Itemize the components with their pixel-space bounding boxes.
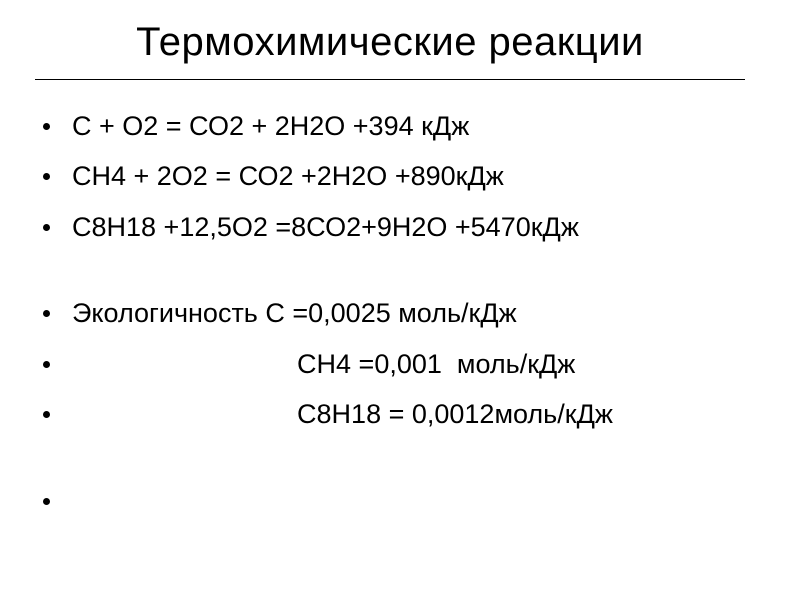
ecology-line: СН4 =0,001 моль/кДж (35, 346, 745, 382)
ecology-line: Экологичность С =0,0025 моль/кДж (35, 295, 745, 331)
slide-title: Термохимические реакции (35, 20, 745, 80)
equation-line: СН4 + 2О2 = СО2 +2Н2О +890кДж (35, 158, 745, 194)
equation-text: СН4 + 2О2 = СО2 +2Н2О +890кДж (72, 158, 745, 194)
bullet-icon (43, 361, 50, 368)
bullet-icon (43, 123, 50, 130)
ecology-line: С8Н18 = 0,0012моль/кДж (35, 396, 745, 432)
empty-line (35, 259, 745, 281)
bullet-icon (43, 173, 50, 180)
ecology-text: СН4 =0,001 моль/кДж (72, 346, 745, 382)
equation-line: С + О2 = СО2 + 2Н2О +394 кДж (35, 108, 745, 144)
bullet-icon (43, 411, 50, 418)
bullet-icon (43, 498, 50, 505)
empty-line (35, 483, 745, 505)
ecology-text: Экологичность С =0,0025 моль/кДж (72, 295, 745, 331)
bullet-icon (43, 310, 50, 317)
equation-line: С8Н18 +12,5О2 =8СО2+9Н2О +5470кДж (35, 209, 745, 245)
equation-text: С8Н18 +12,5О2 =8СО2+9Н2О +5470кДж (72, 209, 745, 245)
bullet-icon (43, 224, 50, 231)
ecology-text: С8Н18 = 0,0012моль/кДж (72, 396, 745, 432)
slide-content: С + О2 = СО2 + 2Н2О +394 кДж СН4 + 2О2 =… (35, 108, 745, 505)
equation-text: С + О2 = СО2 + 2Н2О +394 кДж (72, 108, 745, 144)
empty-line (35, 447, 745, 469)
